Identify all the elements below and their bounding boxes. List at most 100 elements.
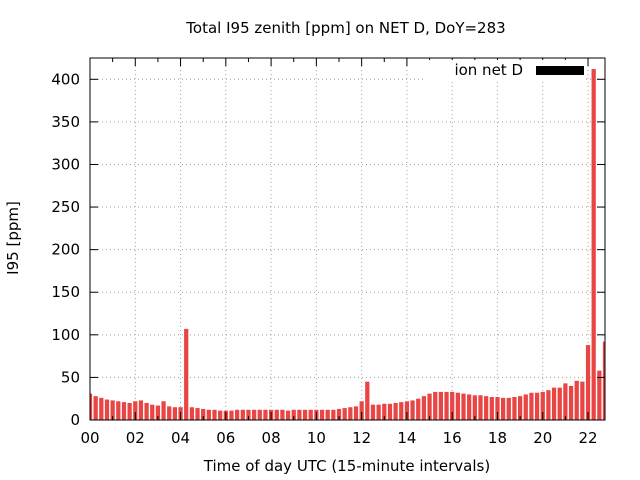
bar [240, 409, 245, 420]
bar [365, 381, 370, 420]
bar [93, 396, 98, 420]
bar [529, 392, 534, 420]
bar [201, 408, 206, 420]
bar [195, 408, 200, 420]
x-axis-title: Time of day UTC (15-minute intervals) [203, 457, 490, 475]
bar [263, 409, 268, 420]
bar [155, 405, 161, 420]
bar [585, 345, 591, 420]
bar [602, 341, 605, 420]
x-tick-label: 08 [262, 429, 281, 447]
x-tick-label: 04 [171, 429, 190, 447]
bar [348, 407, 353, 420]
y-tick-label: 400 [51, 70, 80, 88]
bar [110, 400, 115, 420]
bar [342, 408, 347, 420]
y-tick-label: 0 [70, 411, 80, 429]
bar-series [90, 69, 605, 421]
bar [421, 396, 427, 420]
bar [416, 398, 421, 420]
bar [257, 409, 262, 420]
bar [138, 400, 144, 420]
bar [444, 391, 449, 420]
bar [534, 392, 540, 420]
bar [393, 402, 398, 420]
bar [472, 395, 477, 420]
x-tick-label: 12 [352, 429, 371, 447]
bar [133, 401, 138, 420]
bar [285, 410, 291, 420]
bar [450, 391, 455, 420]
legend-swatch [536, 66, 584, 75]
bar [484, 396, 489, 420]
bar [274, 409, 279, 420]
bar [229, 410, 234, 420]
bar [218, 410, 223, 420]
bar [489, 397, 494, 420]
bar [127, 402, 132, 420]
bar [512, 397, 517, 420]
bar [246, 409, 251, 420]
bar [251, 409, 257, 420]
bar [438, 391, 444, 420]
x-tick-label: 18 [488, 429, 507, 447]
x-tick-label: 06 [216, 429, 235, 447]
bar [319, 409, 325, 420]
bar [597, 370, 602, 420]
bar [206, 409, 211, 420]
bar [331, 409, 336, 420]
chart-title: Total I95 zenith [ppm] on NET D, DoY=283 [185, 19, 505, 37]
bar [523, 394, 528, 420]
bar [517, 396, 523, 420]
bar [376, 404, 381, 420]
y-tick-label: 150 [51, 283, 80, 301]
bar [212, 409, 217, 420]
y-tick-label: 50 [61, 368, 80, 386]
bar [370, 404, 376, 420]
bar [121, 402, 127, 420]
bar [546, 390, 551, 420]
x-tick-label: 02 [126, 429, 145, 447]
bar [99, 397, 104, 420]
bar [302, 409, 308, 420]
bar [568, 385, 574, 420]
y-tick-label: 250 [51, 198, 80, 216]
bar [461, 393, 466, 420]
grid-lines [90, 58, 605, 420]
x-tick-label: 20 [533, 429, 552, 447]
bar [150, 404, 155, 420]
x-tick-label: 14 [397, 429, 416, 447]
bar [167, 406, 172, 420]
bar [387, 403, 393, 420]
bar [399, 402, 404, 420]
bar [189, 407, 194, 420]
y-tick-label: 100 [51, 326, 80, 344]
x-tick-label: 00 [80, 429, 99, 447]
bar [325, 409, 330, 420]
bar [297, 409, 302, 420]
bar [478, 395, 483, 420]
y-tick-label: 300 [51, 155, 80, 173]
plot-frame [89, 57, 606, 421]
bar [495, 397, 500, 420]
bar [427, 393, 432, 420]
bar [580, 381, 585, 420]
bar [90, 393, 93, 420]
x-tick-label: 16 [443, 429, 462, 447]
bar [551, 387, 557, 420]
bar [540, 391, 545, 420]
bar [404, 401, 410, 420]
bar [144, 402, 149, 420]
bar [184, 328, 189, 420]
x-tick-label: 10 [307, 429, 326, 447]
bar [308, 409, 313, 420]
bar [161, 401, 166, 420]
bar [506, 397, 511, 420]
y-axis-title: I95 [ppm] [4, 201, 22, 275]
bar [501, 397, 506, 420]
bar [563, 383, 568, 420]
x-tick-label: 22 [578, 429, 597, 447]
bar [359, 401, 364, 420]
bar [336, 408, 342, 420]
bar [467, 394, 472, 420]
